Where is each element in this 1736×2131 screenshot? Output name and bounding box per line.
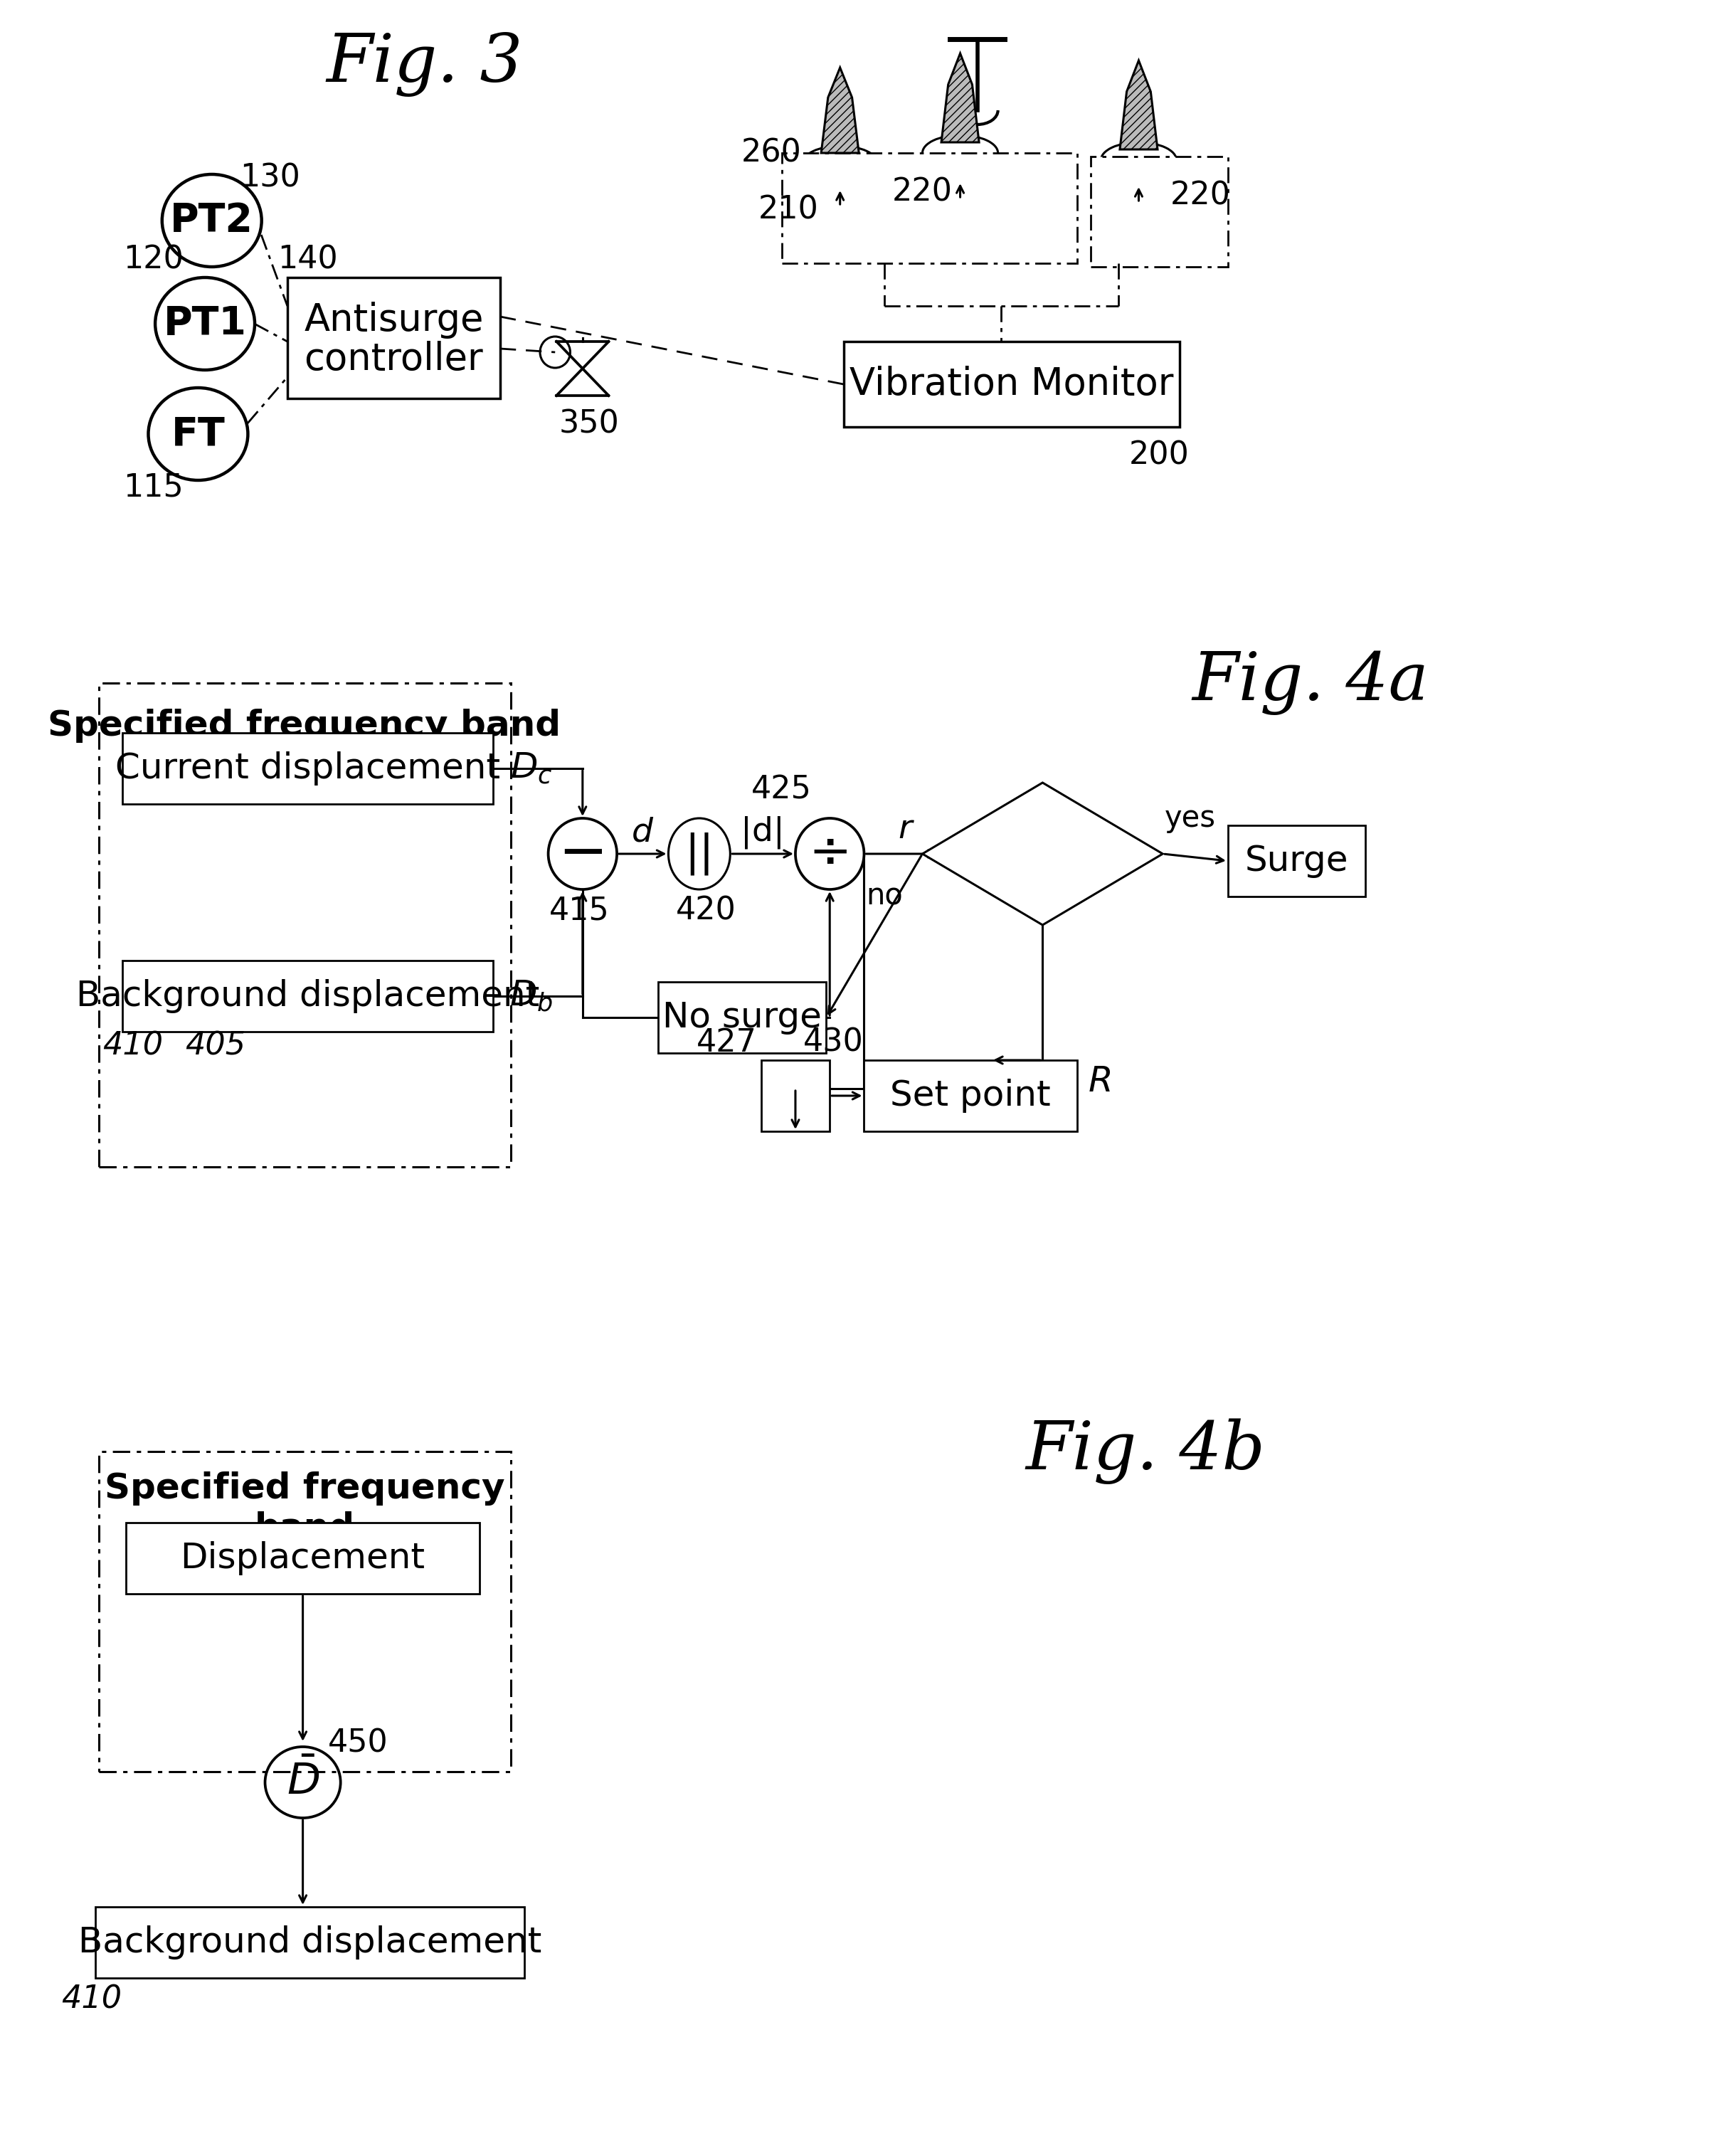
Text: 210: 210	[759, 194, 819, 226]
Text: $r \geq R?$: $r \geq R?$	[995, 837, 1090, 869]
Text: $D_b$: $D_b$	[509, 978, 552, 1014]
Bar	[781, 153, 1076, 264]
Text: Vibration Monitor: Vibration Monitor	[849, 367, 1174, 403]
Text: controller: controller	[304, 341, 483, 377]
Text: Fig. 4b: Fig. 4b	[1026, 1419, 1266, 1485]
Bar	[123, 733, 493, 803]
Text: ||: ||	[684, 833, 713, 876]
Text: 410: 410	[61, 1984, 122, 2014]
Text: 410: 410	[102, 1031, 163, 1061]
Bar	[123, 961, 493, 1031]
Text: $\bar{D}$: $\bar{D}$	[286, 1760, 319, 1803]
Bar	[99, 1451, 510, 1771]
Text: Surge: Surge	[1245, 844, 1349, 878]
Text: Fig. 3: Fig. 3	[326, 32, 523, 96]
Text: $D_c$: $D_c$	[510, 752, 552, 786]
Bar	[95, 1907, 524, 1978]
Text: 350: 350	[559, 409, 620, 439]
Text: Background displacement: Background displacement	[76, 978, 540, 1012]
Text: PT2: PT2	[170, 200, 253, 241]
Text: Current displacement: Current displacement	[116, 752, 500, 786]
Text: |d|: |d|	[741, 816, 785, 848]
Bar	[865, 1059, 1076, 1132]
Text: no: no	[866, 882, 903, 912]
Text: PT1: PT1	[163, 305, 247, 343]
Bar	[1227, 825, 1364, 897]
Bar	[288, 277, 500, 398]
Text: 140: 140	[278, 245, 339, 275]
Text: 120: 120	[123, 245, 184, 275]
Text: 450: 450	[328, 1728, 387, 1758]
Text: ÷: ÷	[809, 829, 851, 878]
Text: 425: 425	[752, 774, 812, 806]
Text: 220: 220	[1170, 181, 1231, 211]
Text: FT: FT	[172, 416, 226, 454]
Bar	[760, 1059, 830, 1132]
Polygon shape	[821, 68, 859, 153]
Text: d: d	[632, 816, 653, 848]
Text: 220: 220	[892, 177, 953, 207]
Text: Set point: Set point	[891, 1078, 1050, 1112]
Text: R: R	[1088, 1063, 1113, 1100]
Bar	[844, 341, 1180, 426]
Polygon shape	[1120, 60, 1158, 149]
Polygon shape	[922, 782, 1163, 925]
Bar	[1090, 156, 1227, 266]
Text: Displacement: Displacement	[181, 1541, 425, 1575]
Text: Specified frequency
band: Specified frequency band	[104, 1473, 505, 1545]
Text: 260: 260	[741, 139, 802, 168]
Text: Specified frequency band: Specified frequency band	[49, 710, 561, 744]
Text: 415: 415	[549, 895, 609, 927]
Text: No surge: No surge	[663, 999, 821, 1034]
Polygon shape	[941, 53, 979, 143]
Text: 427: 427	[696, 1027, 757, 1057]
Bar	[127, 1524, 479, 1594]
Text: 430: 430	[804, 1027, 863, 1057]
Bar	[658, 982, 826, 1053]
Text: Background displacement: Background displacement	[78, 1926, 542, 1961]
Text: Antisurge: Antisurge	[304, 303, 484, 339]
Text: Fig. 4a: Fig. 4a	[1193, 650, 1429, 716]
Text: 200: 200	[1128, 441, 1189, 471]
Text: −: −	[557, 825, 608, 882]
Text: 115: 115	[123, 473, 184, 503]
Text: 405: 405	[186, 1031, 245, 1061]
Text: r: r	[898, 812, 911, 844]
Text: 420: 420	[675, 895, 736, 927]
Text: yes: yes	[1165, 803, 1215, 833]
Bar	[99, 684, 510, 1168]
Text: 130: 130	[240, 162, 300, 194]
